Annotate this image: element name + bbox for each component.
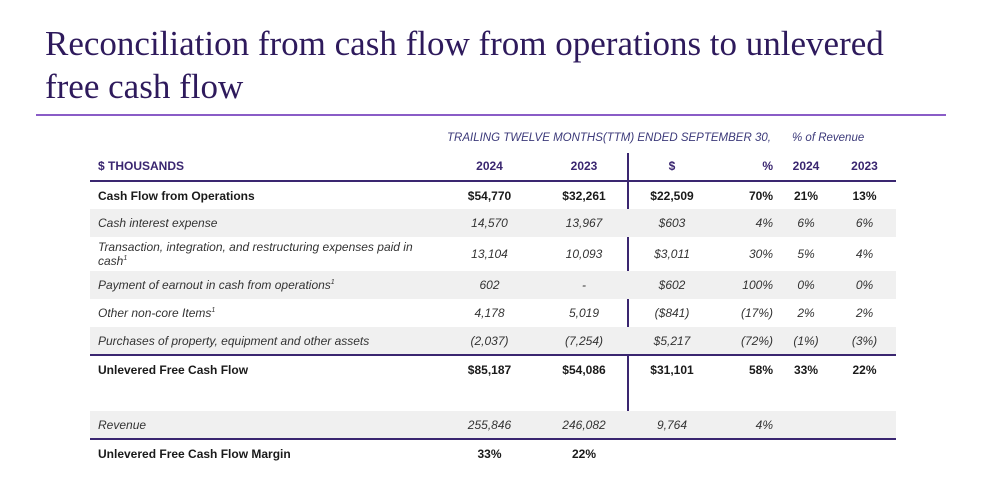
- table-row: Revenue 255,846 246,082 9,764 4%: [90, 411, 896, 440]
- cell-rev-2024: 21%: [793, 188, 819, 203]
- cell-rev-2024: (1%): [779, 327, 833, 355]
- cell-change: $602: [631, 271, 713, 299]
- cell-pct: 30%: [748, 247, 773, 261]
- cell-2024: 255,846: [442, 411, 537, 440]
- row-label: Payment of earnout in cash from operatio…: [90, 271, 442, 299]
- row-label: Unlevered Free Cash Flow: [90, 354, 442, 383]
- reconciliation-table: $ THOUSANDS 2024 2023 $ % 2024 2023 Cash…: [90, 152, 896, 467]
- cell-rev-2024: 0%: [779, 271, 833, 299]
- pct-revenue-caption: % of Revenue: [792, 132, 865, 144]
- table-row: Other non-core Items1 4,178 5,019 ($841)…: [90, 299, 896, 327]
- cell-2023: $54,086: [537, 354, 631, 383]
- cell-rev-2023: 4%: [855, 247, 874, 261]
- cell-rev-2024: [779, 411, 833, 440]
- cell-pct: 100%: [713, 271, 779, 299]
- cell-pct: (72%): [713, 327, 779, 355]
- footnote-marker: 1: [330, 279, 335, 286]
- cell-2023: 5,019: [568, 306, 600, 320]
- cell-2024: $54,770: [467, 188, 512, 203]
- header-rev-2023: 2023: [833, 152, 896, 182]
- cell-pct: [713, 439, 779, 467]
- cell-2023: 246,082: [537, 411, 631, 440]
- cell-2024: 602: [442, 271, 537, 299]
- title-divider: [36, 114, 946, 116]
- cell-rev-2023: [833, 411, 896, 440]
- page-title: Reconciliation from cash flow from opera…: [45, 24, 884, 106]
- table-row: Cash Flow from Operations $54,770 $32,26…: [90, 181, 896, 209]
- table-row: Purchases of property, equipment and oth…: [90, 327, 896, 355]
- cell-rev-2023: 13%: [852, 188, 877, 203]
- table-row: Transaction, integration, and restructur…: [90, 237, 896, 271]
- cell-pct: (17%): [740, 306, 773, 320]
- cell-2024: 13,104: [471, 247, 508, 261]
- cell-2023: -: [537, 271, 631, 299]
- cell-2023: 22%: [571, 446, 597, 461]
- cell-pct: 58%: [713, 354, 779, 383]
- cell-2024: 14,570: [442, 209, 537, 237]
- row-label: Transaction, integration, and restructur…: [90, 237, 442, 271]
- row-label-text: Payment of earnout in cash from operatio…: [98, 278, 331, 292]
- row-label: Cash interest expense: [90, 209, 442, 237]
- cell-rev-2024: 2%: [797, 306, 815, 320]
- cell-2023: 13,967: [537, 209, 631, 237]
- spacer-row: [90, 383, 896, 411]
- cell-pct: 70%: [748, 188, 773, 203]
- cell-change: [631, 439, 713, 467]
- header-row: $ THOUSANDS 2024 2023 $ % 2024 2023: [90, 152, 896, 182]
- cell-2024: 33%: [477, 446, 502, 461]
- footnote-marker: 1: [123, 255, 128, 262]
- cell-change: ($841): [654, 306, 690, 320]
- cell-change: 9,764: [631, 411, 713, 440]
- cell-2023: $32,261: [562, 188, 606, 203]
- cell-pct: 4%: [713, 411, 779, 440]
- header-change: $: [631, 152, 713, 182]
- cell-change: $22,509: [650, 188, 694, 203]
- footnote-marker: 1: [211, 307, 216, 314]
- cell-rev-2024: 33%: [779, 354, 833, 383]
- row-label: Other non-core Items1: [90, 299, 442, 327]
- header-pct: %: [713, 152, 779, 182]
- cell-rev-2023: 0%: [833, 271, 896, 299]
- cell-pct: 4%: [713, 209, 779, 237]
- table-row: Unlevered Free Cash Flow $85,187 $54,086…: [90, 354, 896, 383]
- row-label: Unlevered Free Cash Flow Margin: [98, 446, 291, 461]
- cell-2024: 4,178: [474, 306, 505, 320]
- table-row: Unlevered Free Cash Flow Margin 33% 22%: [90, 439, 896, 467]
- table-row: Cash interest expense 14,570 13,967 $603…: [90, 209, 896, 237]
- header-label: $ THOUSANDS: [90, 152, 442, 182]
- row-label: Cash Flow from Operations: [98, 188, 255, 203]
- cell-rev-2023: [833, 439, 896, 467]
- cell-rev-2024: [779, 439, 833, 467]
- row-label: Purchases of property, equipment and oth…: [90, 327, 442, 355]
- table-row: Payment of earnout in cash from operatio…: [90, 271, 896, 299]
- row-label-text: Other non-core Items: [98, 306, 212, 320]
- cell-change: $3,011: [654, 247, 690, 261]
- cell-2024: $85,187: [442, 354, 537, 383]
- row-label: Revenue: [90, 411, 442, 440]
- cell-change: $5,217: [631, 327, 713, 355]
- cell-rev-2024: 6%: [779, 209, 833, 237]
- cell-2024: (2,037): [442, 327, 537, 355]
- cell-rev-2023: 22%: [833, 354, 896, 383]
- cell-2023: 10,093: [565, 247, 603, 261]
- header-rev-2024: 2024: [779, 152, 833, 182]
- row-label-text: Transaction, integration, and restructur…: [98, 240, 413, 268]
- cell-2023: (7,254): [537, 327, 631, 355]
- header-2024: 2024: [442, 152, 537, 182]
- cell-rev-2023: (3%): [833, 327, 896, 355]
- ttm-caption: TRAILING TWELVE MONTHS(TTM) ENDED SEPTEM…: [447, 132, 771, 144]
- cell-rev-2023: 6%: [833, 209, 896, 237]
- cell-rev-2024: 5%: [797, 247, 815, 261]
- header-2023: 2023: [537, 152, 631, 182]
- cell-rev-2023: 2%: [855, 306, 874, 320]
- cell-change: $603: [631, 209, 713, 237]
- cell-change: $31,101: [631, 354, 713, 383]
